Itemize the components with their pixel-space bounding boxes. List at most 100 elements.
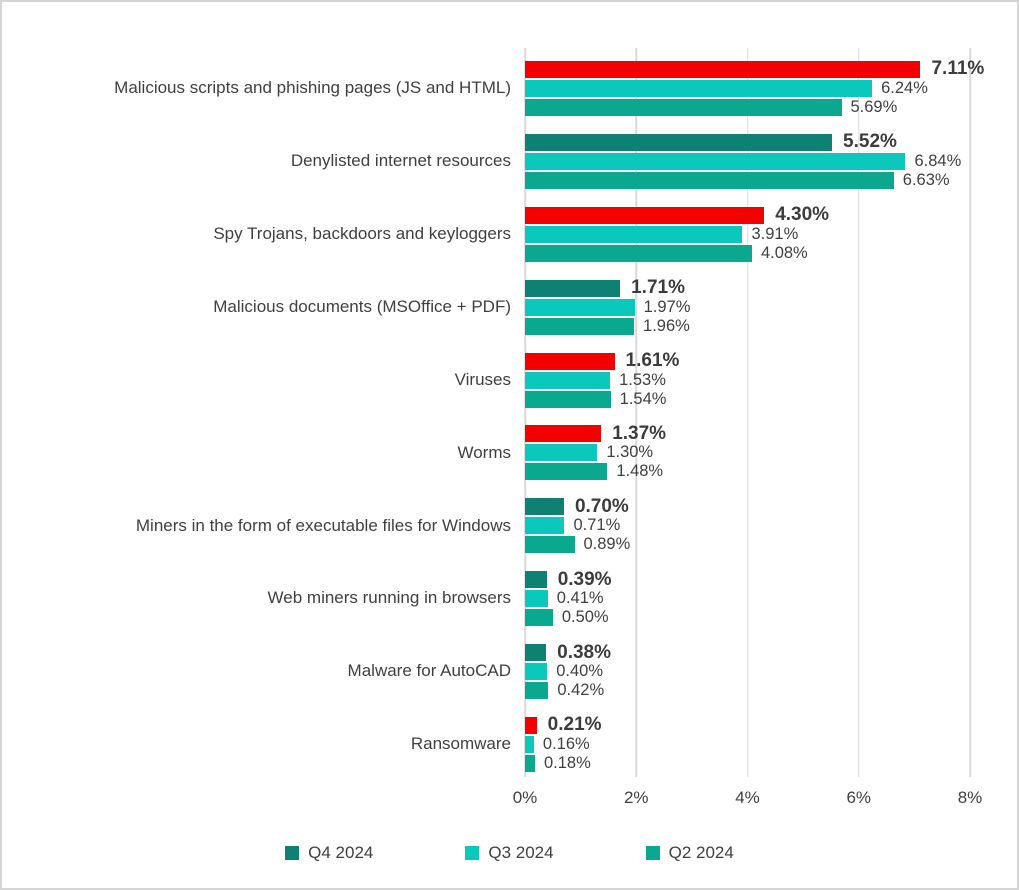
bar-q4-2024 — [525, 60, 921, 78]
category-row: Denylisted internet resources 5.52% 6.84% 6… — [2, 125, 1017, 198]
category-label: Miners in the form of executable files f… — [135, 515, 511, 535]
bar-line: 1.96% — [525, 316, 970, 335]
value-label: 0.21% — [547, 714, 602, 736]
value-label: 0.41% — [556, 589, 604, 608]
bar-line: 0.41% — [525, 589, 970, 608]
bar-q3-2024 — [525, 225, 743, 243]
value-label: 0.50% — [561, 608, 609, 627]
legend-label: Q3 2024 — [488, 843, 554, 862]
legend-swatch-icon — [645, 846, 660, 860]
bar-line: 6.24% — [525, 79, 970, 97]
value-label: 1.61% — [625, 350, 680, 371]
value-label: 1.53% — [619, 370, 666, 389]
bar-q4-2024 — [525, 133, 833, 151]
value-label: 6.63% — [902, 170, 950, 189]
category-label: Malicious documents (MSOffice + PDF) — [213, 296, 511, 316]
x-tick-label: 6% — [846, 788, 872, 807]
bar-line: 0.21% — [525, 714, 970, 736]
bar-line: 7.11% — [525, 58, 984, 79]
legend-item: Q4 2024 — [285, 843, 373, 863]
value-label: 4.30% — [775, 204, 830, 226]
legend-item: Q2 2024 — [645, 843, 734, 863]
bar-line: 0.42% — [525, 681, 970, 700]
bar-line: 0.39% — [525, 568, 970, 590]
category-row: Web miners running in browsers 0.39% 0.41%… — [2, 562, 1017, 635]
value-label: 1.97% — [643, 297, 691, 316]
value-label: 7.11% — [931, 58, 985, 80]
x-axis: 0% 2% 4% 6% 8% — [513, 788, 983, 814]
bar-line: 5.69% — [525, 98, 970, 116]
chart-rows: Malicious scripts and phishing pages (JS… — [2, 52, 1017, 781]
bar-line: 5.52% — [525, 131, 970, 153]
bar-line: 0.16% — [525, 734, 970, 753]
category-label: Spy Trojans, backdoors and keyloggers — [213, 224, 511, 244]
category-bars: 1.71% 1.97% 1.96% — [525, 271, 970, 344]
legend-label: Q4 2024 — [308, 843, 374, 862]
value-label: 5.52% — [843, 131, 897, 153]
bar-q2-2024 — [525, 463, 608, 481]
value-label: 3.91% — [751, 224, 799, 243]
category-row: Viruses 1.61% 1.53% 1.54% — [2, 344, 1017, 417]
value-label: 0.18% — [544, 753, 591, 772]
bar-q3-2024 — [525, 663, 548, 681]
bar-q3-2024 — [525, 79, 873, 97]
bar-q4-2024 — [525, 279, 621, 297]
bar-q2-2024 — [525, 754, 535, 772]
bar-q4-2024 — [525, 425, 602, 443]
x-tick-label: 4% — [735, 788, 760, 807]
bar-line: 1.97% — [525, 297, 970, 316]
x-tick-label: 0% — [512, 788, 538, 807]
category-bars: 5.52% 6.84% 6.63% — [525, 125, 970, 198]
category-row: Malware for AutoCAD 0.38% 0.40% 0.42% — [2, 635, 1017, 708]
value-label: 0.70% — [574, 495, 629, 517]
bar-line: 0.38% — [525, 642, 970, 663]
category-bars: 0.39% 0.41% 0.50% — [525, 562, 970, 635]
value-label: 0.39% — [557, 568, 612, 590]
legend: Q4 2024 Q3 2024 Q2 2024 — [2, 843, 1017, 863]
bar-q3-2024 — [525, 298, 635, 316]
bar-q3-2024 — [525, 517, 565, 535]
value-label: 1.30% — [606, 443, 654, 462]
category-label: Web miners running in browsers — [267, 588, 511, 608]
bar-q2-2024 — [525, 682, 549, 700]
legend-swatch-icon — [285, 846, 300, 860]
category-bars: 0.70% 0.71% 0.89% — [525, 489, 970, 562]
bar-q4-2024 — [525, 571, 547, 589]
bar-line: 0.70% — [525, 495, 970, 517]
bar-line: 0.18% — [525, 753, 970, 772]
value-label: 1.96% — [643, 316, 690, 335]
bar-line: 1.61% — [525, 350, 970, 371]
bar-line: 1.53% — [525, 370, 970, 389]
legend-label: Q2 2024 — [668, 843, 734, 862]
bar-q4-2024 — [525, 498, 564, 516]
category-row: Malicious documents (MSOffice + PDF) 1.71… — [2, 271, 1017, 344]
category-label: Worms — [457, 442, 511, 462]
bar-line: 0.40% — [525, 662, 970, 681]
category-row: Spy Trojans, backdoors and keyloggers 4.3… — [2, 198, 1017, 271]
bar-line: 1.71% — [525, 277, 970, 299]
value-label: 0.42% — [557, 681, 605, 700]
category-row: Miners in the form of executable files f… — [2, 489, 1017, 562]
bar-q4-2024 — [525, 644, 547, 662]
category-label: Malware for AutoCAD — [347, 661, 511, 681]
value-label: 1.71% — [631, 277, 685, 299]
bar-q3-2024 — [525, 590, 548, 608]
bar-line: 0.50% — [525, 608, 970, 627]
category-label: Ransomware — [410, 734, 511, 754]
bar-q2-2024 — [525, 171, 894, 189]
bar-q3-2024 — [525, 444, 598, 462]
category-bars: 0.21% 0.16% 0.18% — [525, 708, 970, 781]
bar-line: 6.63% — [525, 170, 970, 189]
bar-q2-2024 — [525, 536, 575, 554]
bar-line: 1.54% — [525, 390, 970, 408]
bar-line: 0.89% — [525, 535, 970, 554]
bar-line: 1.37% — [525, 423, 970, 444]
bar-q2-2024 — [525, 244, 752, 262]
category-label: Malicious scripts and phishing pages (JS… — [114, 78, 511, 98]
bar-q2-2024 — [525, 609, 553, 627]
bar-line: 4.08% — [525, 244, 970, 262]
bar-q3-2024 — [525, 152, 906, 170]
value-label: 0.16% — [542, 734, 590, 753]
bar-line: 0.71% — [525, 516, 970, 535]
